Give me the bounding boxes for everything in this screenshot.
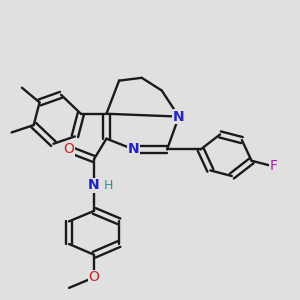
Text: O: O — [64, 142, 74, 156]
Text: N: N — [88, 178, 100, 192]
Text: H: H — [103, 179, 113, 192]
Text: O: O — [88, 270, 100, 284]
Text: N: N — [173, 110, 185, 124]
Text: F: F — [270, 159, 278, 173]
Text: N: N — [128, 142, 140, 156]
